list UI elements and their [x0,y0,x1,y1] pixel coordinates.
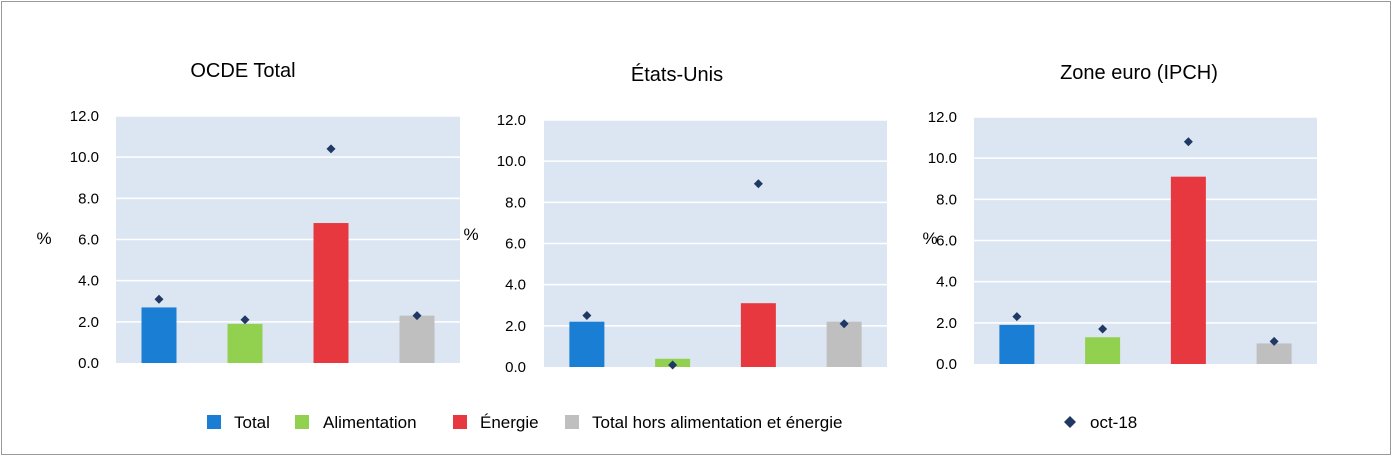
y-tick-label: 4.0 [505,277,526,294]
y-tick-label: 2.0 [505,318,526,335]
chart-panel-3: 0.0 2.0 4.0 6.0 8.0 10.0 12.0 Zone euro (IPCH)% [922,62,1317,373]
chart-panel-1: 0.0 2.0 4.0 6.0 8.0 10.0 12.0 OCDE Total% [36,60,460,372]
bar [999,324,1035,364]
legend-swatch [565,415,579,429]
bar [313,223,349,363]
marker-point [753,179,763,189]
marker-point [582,311,592,321]
y-tick-label: 4.0 [78,273,99,290]
legend-label: Total [234,413,270,432]
y-tick-label: 2.0 [78,314,99,331]
y-tick-label: 8.0 [505,194,526,211]
bar [227,323,263,363]
legend-item: Total [207,413,270,432]
legend-item: Alimentation [295,413,417,432]
bar [399,315,435,363]
marker-point [1183,137,1193,147]
legend-swatch [453,415,467,429]
legend-label: Total hors alimentation et énergie [592,413,842,432]
marker-point [154,294,164,304]
y-tick-label: 6.0 [936,233,957,250]
marker-point [412,311,422,321]
y-tick-label: 6.0 [505,236,526,253]
y-axis-label: % [922,229,937,248]
legend-label: Énergie [480,413,539,432]
y-tick-label: 0.0 [936,356,957,373]
legend-label: Alimentation [323,413,417,432]
legend-item: Total hors alimentation et énergie [565,413,842,432]
marker-point [1098,324,1108,334]
y-tick-label: 2.0 [936,315,957,332]
chart-title: États-Unis [631,63,723,86]
legend-item: oct-18 [1064,413,1137,432]
bar [141,307,177,363]
marker-point [326,144,336,154]
y-tick-label: 0.0 [505,359,526,376]
y-tick-label: 10.0 [928,150,957,167]
y-tick-label: 10.0 [497,153,526,170]
y-tick-label: 12.0 [928,109,957,126]
y-tick-label: 12.0 [497,112,526,129]
bar [740,303,776,367]
bar [569,321,605,367]
y-tick-label: 10.0 [70,149,99,166]
marker-point [1012,312,1022,322]
legend-swatch [295,415,309,429]
y-tick-label: 0.0 [78,355,99,372]
chart-panel-2: 0.0 2.0 4.0 6.0 8.0 10.0 12.0 États-Unis% [463,63,887,376]
bar [1256,343,1292,364]
legend-item: Énergie [453,413,539,432]
y-tick-label: 8.0 [936,191,957,208]
y-tick-label: 4.0 [936,274,957,291]
marker-point [839,319,849,329]
marker-point [240,315,250,325]
bar [826,321,862,367]
y-tick-label: 8.0 [78,190,99,207]
y-axis-label: % [463,225,478,244]
y-tick-label: 12.0 [70,108,99,125]
marker-point [668,360,678,370]
y-axis-label: % [36,229,51,248]
legend-marker-diamond [1064,416,1076,428]
bar [1170,176,1206,364]
legend-swatch [207,415,221,429]
bar [1085,337,1121,364]
marker-point [1269,336,1279,346]
chart-title: OCDE Total [190,60,295,82]
legend-label: oct-18 [1090,413,1137,432]
y-tick-label: 6.0 [78,232,99,249]
chart-title: Zone euro (IPCH) [1060,62,1218,84]
legend: Total Alimentation Énergie Total hors alime… [207,413,1137,432]
